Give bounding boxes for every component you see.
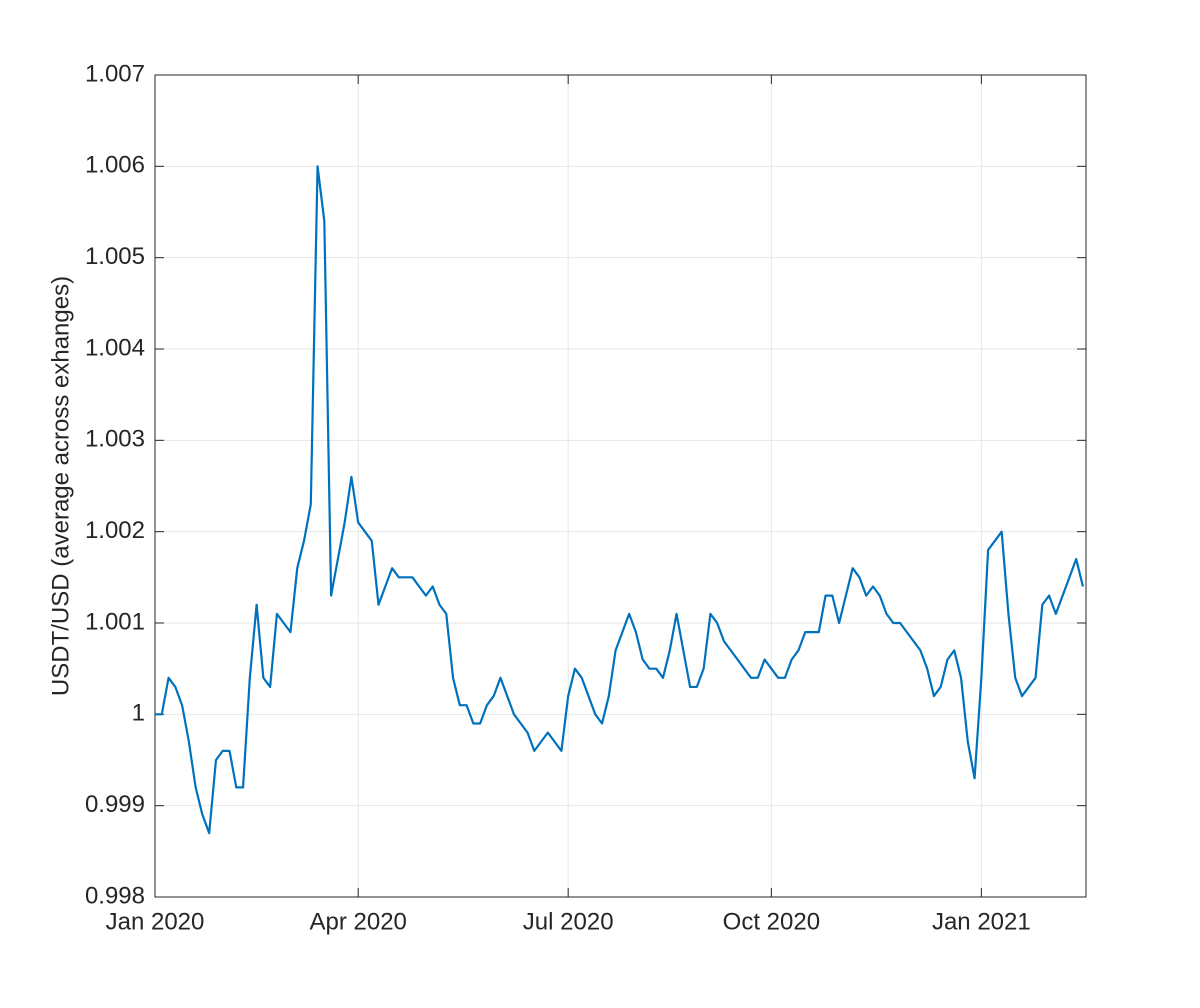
- y-tick-label: 1.003: [85, 426, 145, 453]
- y-tick-label: 1.006: [85, 152, 145, 179]
- y-tick-label: 0.999: [85, 791, 145, 818]
- x-tick-label: Oct 2020: [723, 908, 820, 935]
- x-tick-label: Jul 2020: [523, 908, 614, 935]
- y-tick-label: 1.002: [85, 517, 145, 544]
- x-tick-label: Jan 2020: [106, 908, 205, 935]
- data-line: [155, 165, 1085, 835]
- x-tick-label: Apr 2020: [309, 908, 406, 935]
- plot-frame: [154, 74, 1087, 898]
- y-tick-label: 1.007: [85, 60, 145, 87]
- y-tick-label: 1.001: [85, 608, 145, 635]
- y-tick-label: 0.998: [85, 882, 145, 909]
- y-axis-label: USDT/USD (average across exhanges): [47, 276, 74, 696]
- y-tick-label: 1.004: [85, 334, 145, 361]
- x-tick-label: Jan 2021: [932, 908, 1031, 935]
- y-tick-label: 1.005: [85, 243, 145, 270]
- y-tick-label: 1: [132, 700, 145, 727]
